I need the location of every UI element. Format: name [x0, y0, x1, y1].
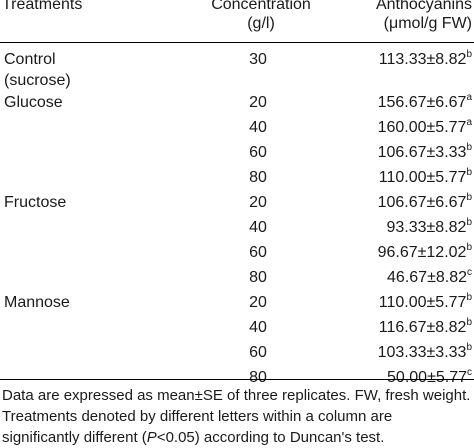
anthocyanins-cell: 96.67±12.02b — [378, 240, 472, 265]
table-row: 80 46.67±8.82c — [0, 265, 474, 290]
anthocyanins-value: 116.67±8.82 — [378, 319, 467, 336]
anthocyanins-value: 110.00±5.77 — [378, 169, 467, 186]
concentration-cell: 60 — [249, 344, 267, 361]
table-body: Control (sucrose) 30 113.33±8.82b Glucose 20 1… — [0, 47, 474, 390]
concentration-cell: 60 — [249, 244, 267, 261]
significance-letter: b — [466, 292, 472, 303]
footnote-p-symbol: P — [146, 429, 157, 446]
concentration-cell: 80 — [249, 269, 267, 286]
anthocyanins-value: 156.67±6.67 — [377, 94, 467, 111]
anthocyanins-cell: 106.67±6.67b — [378, 190, 472, 215]
treatments-header: Treatments — [2, 0, 82, 14]
table-row: 60 103.33±3.33b — [0, 340, 474, 365]
header-rule — [0, 42, 474, 43]
anthocyanins-value: 106.67±6.67 — [377, 194, 467, 211]
anthocyanins-cell: 50.00±5.77c — [387, 365, 472, 390]
significance-letter: b — [466, 342, 472, 353]
treatment-cell: Mannose — [4, 290, 70, 315]
table-row: 40 93.33±8.82b — [0, 215, 474, 240]
treatments-header-label: Treatments — [2, 0, 83, 13]
treatment-cell: Control (sucrose) — [4, 47, 71, 90]
footnote-text-before: Data are expressed as mean±SE of three r… — [2, 387, 471, 446]
table-footnote: Data are expressed as mean±SE of three r… — [2, 385, 472, 448]
concentration-cell: 30 — [249, 51, 267, 68]
bottom-rule — [0, 379, 474, 380]
concentration-cell: 20 — [249, 94, 267, 111]
anthocyanins-value: 160.00±5.77 — [377, 119, 467, 136]
table-row: Glucose 20 156.67±6.67a — [0, 90, 474, 115]
table-row: 80 50.00±5.77c — [0, 365, 474, 390]
treatment-cell: Fructose — [4, 190, 66, 215]
significance-letter: b — [466, 142, 472, 153]
table-row: 60 96.67±12.02b — [0, 240, 474, 265]
treatment-name: Mannose — [4, 294, 70, 311]
treatment-name: Glucose — [4, 94, 63, 111]
concentration-header: Concentration (g/l) — [196, 0, 326, 33]
treatment-name: Fructose — [4, 194, 67, 211]
significance-letter: b — [466, 192, 472, 203]
concentration-cell: 20 — [249, 294, 267, 311]
significance-letter: b — [466, 242, 472, 253]
treatment-cell: Glucose — [4, 90, 63, 115]
anthocyanins-cell: 113.33±8.82b — [379, 47, 472, 72]
concentration-cell: 20 — [249, 194, 267, 211]
anthocyanins-header-unit: (μmol/g FW) — [383, 15, 472, 32]
significance-letter: a — [466, 92, 472, 103]
concentration-cell: 80 — [249, 369, 267, 386]
significance-letter: c — [467, 367, 472, 378]
footnote-text-after: <0.05) according to Duncan's test. — [156, 429, 385, 446]
table-row: Control (sucrose) 30 113.33±8.82b — [0, 47, 474, 90]
table-row: Mannose 20 110.00±5.77b — [0, 290, 474, 315]
concentration-cell: 40 — [249, 219, 267, 236]
significance-letter: b — [466, 317, 472, 328]
anthocyanins-value: 50.00±5.77 — [387, 369, 467, 386]
concentration-cell: 80 — [249, 169, 267, 186]
concentration-cell: 40 — [249, 119, 267, 136]
anthocyanins-cell: 93.33±8.82b — [386, 215, 472, 240]
table-row: 80 110.00±5.77b — [0, 165, 474, 190]
anthocyanins-header: Anthocyanins (μmol/g FW) — [376, 0, 472, 33]
anthocyanins-value: 110.00±5.77 — [378, 294, 467, 311]
significance-letter: b — [466, 167, 472, 178]
anthocyanins-value: 113.33±8.82 — [378, 51, 467, 68]
anthocyanins-value: 46.67±8.82 — [387, 269, 467, 286]
table-row: 40 116.67±8.82b — [0, 315, 474, 340]
significance-letter: b — [466, 49, 472, 60]
table-row: 40 160.00±5.77a — [0, 115, 474, 140]
anthocyanins-cell: 160.00±5.77a — [378, 115, 472, 140]
anthocyanins-value: 106.67±3.33 — [377, 144, 467, 161]
anthocyanins-cell: 106.67±3.33b — [378, 140, 472, 165]
anthocyanins-cell: 110.00±5.77b — [379, 290, 472, 315]
anthocyanins-cell: 46.67±8.82c — [387, 265, 472, 290]
concentration-cell: 40 — [249, 319, 267, 336]
table-row: 60 106.67±3.33b — [0, 140, 474, 165]
anthocyanins-value: 103.33±3.33 — [377, 344, 467, 361]
anthocyanins-value: 93.33±8.82 — [386, 219, 467, 236]
significance-letter: c — [467, 267, 472, 278]
anthocyanins-cell: 156.67±6.67a — [378, 90, 472, 115]
treatment-name-line2: (sucrose) — [4, 72, 71, 89]
anthocyanins-cell: 103.33±3.33b — [378, 340, 472, 365]
table-row: Fructose 20 106.67±6.67b — [0, 190, 474, 215]
concentration-header-unit: (g/l) — [247, 15, 275, 32]
significance-letter: a — [466, 117, 472, 128]
treatment-name: Control — [4, 51, 56, 68]
anthocyanins-cell: 116.67±8.82b — [379, 315, 472, 340]
anthocyanins-header-label: Anthocyanins — [375, 0, 472, 13]
significance-letter: b — [466, 217, 472, 228]
concentration-header-label: Concentration — [211, 0, 311, 13]
anthocyanins-value: 96.67±12.02 — [377, 244, 467, 261]
concentration-cell: 60 — [249, 144, 267, 161]
anthocyanins-cell: 110.00±5.77b — [379, 165, 472, 190]
